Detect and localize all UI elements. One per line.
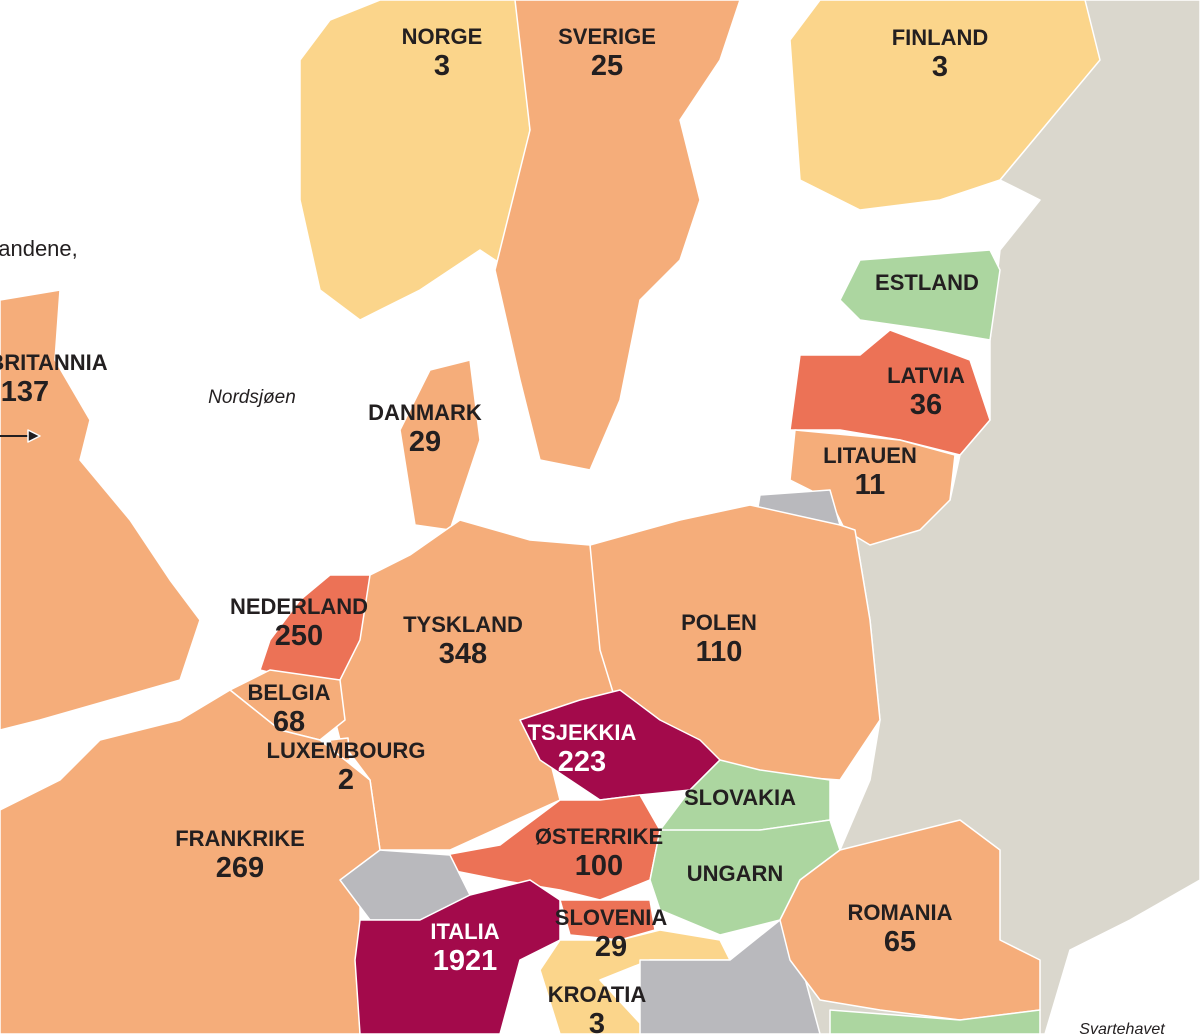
country-value: 65: [884, 926, 916, 958]
country-name: ESTLAND: [875, 270, 979, 295]
sweden: [494, 0, 741, 471]
france: [0, 689, 381, 1034]
country-value: 2: [338, 764, 354, 796]
country-name: BRITANNIA: [0, 350, 108, 375]
country-name: TYSKLAND: [403, 612, 523, 637]
country-name: BELGIA: [247, 680, 330, 705]
latvia: [789, 329, 991, 456]
arrow-head: [27, 429, 41, 443]
country-value: 223: [558, 746, 606, 778]
country-name: NORGE: [402, 24, 483, 49]
country-name: UNGARN: [687, 861, 784, 886]
country-name: NEDERLAND: [230, 594, 368, 619]
country-name: SLOVENIA: [555, 905, 668, 930]
lithuania: [789, 429, 956, 546]
country-name: ØSTERRIKE: [535, 824, 663, 849]
country-name: TSJEKKIA: [528, 720, 637, 745]
bulgaria: [829, 1009, 1041, 1034]
norway: [299, 0, 531, 321]
sea-label: Svartehavet: [1079, 1021, 1165, 1034]
country-value: 3: [434, 50, 450, 82]
country-value: 3: [589, 1008, 605, 1034]
slovenia: [559, 899, 656, 941]
country-value: 29: [595, 931, 627, 963]
side-text: andene,: [0, 236, 78, 261]
country-value: 110: [696, 636, 743, 668]
country-name: FRANKRIKE: [175, 826, 305, 851]
country-value: 11: [855, 469, 886, 501]
country-name: POLEN: [681, 610, 757, 635]
country-name: ITALIA: [430, 919, 499, 944]
country-name: ROMANIA: [847, 900, 952, 925]
country-value: 36: [910, 389, 942, 421]
country-value: 68: [273, 706, 305, 738]
country-value: 29: [409, 426, 441, 458]
country-value: 100: [575, 850, 623, 882]
country-name: FINLAND: [892, 25, 989, 50]
estonia: [839, 249, 1001, 341]
finland: [789, 0, 1101, 211]
country-value: 137: [1, 376, 49, 408]
country-name: LATVIA: [887, 363, 965, 388]
country-value: 3: [932, 51, 948, 83]
denmark: [399, 359, 481, 531]
country-name: DANMARK: [368, 400, 482, 425]
country-value: 1921: [433, 945, 498, 977]
country-value: 250: [275, 620, 323, 652]
country-name: SLOVAKIA: [684, 785, 796, 810]
country-value: 348: [439, 638, 487, 670]
sea-label: Nordsjøen: [208, 387, 296, 408]
britain: [0, 289, 201, 731]
country-name: SVERIGE: [558, 24, 656, 49]
country-value: 25: [591, 50, 623, 82]
country-value: 269: [216, 852, 264, 884]
country-name: LUXEMBOURG: [267, 738, 426, 763]
country-name: KROATIA: [548, 982, 647, 1007]
country-name: LITAUEN: [823, 443, 917, 468]
